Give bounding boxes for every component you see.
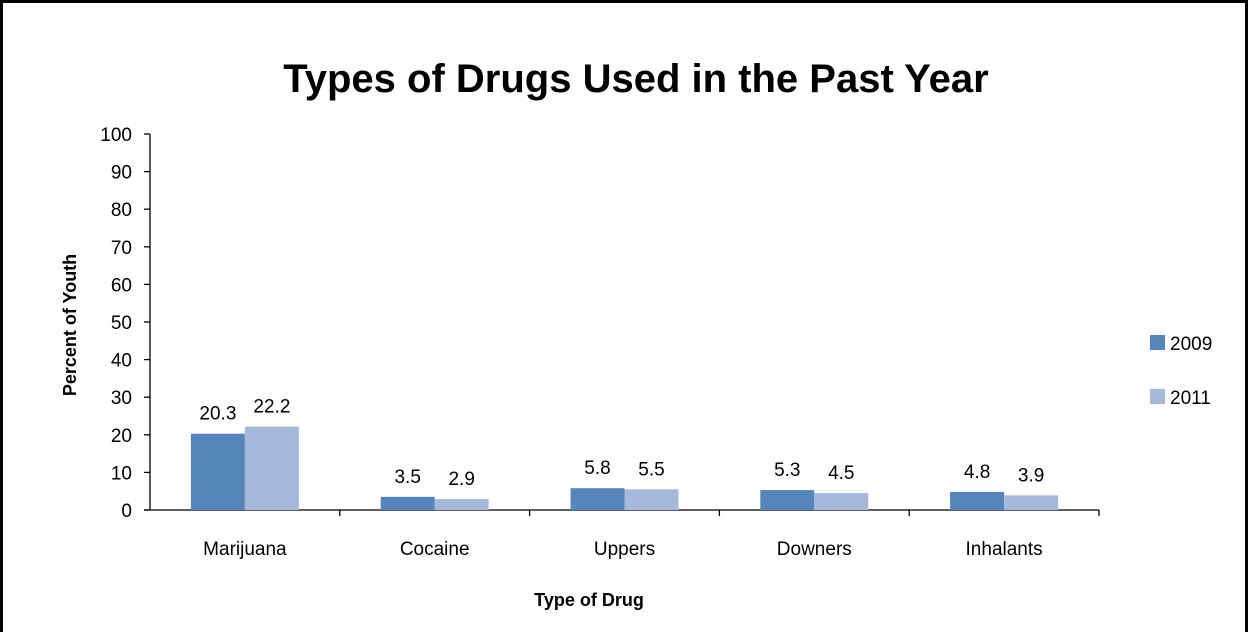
data-label-2011-inhalants: 3.9	[1018, 465, 1044, 486]
data-label-2011-downers: 4.5	[828, 463, 854, 484]
legend: 2009 2011	[1150, 334, 1212, 409]
data-label-2009-cocaine: 3.5	[394, 467, 420, 488]
legend-label-2011: 2011	[1170, 388, 1211, 409]
bar-2009-marijuana	[190, 433, 245, 510]
bar-2011-inhalants	[1004, 495, 1059, 510]
bar-2011-marijuana	[244, 426, 299, 510]
bar-2011-downers	[814, 493, 869, 510]
x-tick-label-downers: Downers	[777, 539, 852, 560]
data-label-2011-marijuana: 22.2	[253, 397, 290, 418]
x-tick-label-inhalants: Inhalants	[966, 539, 1043, 560]
y-tick-label: 30	[111, 388, 132, 409]
legend-label-2009: 2009	[1170, 334, 1212, 355]
legend-swatch-2009	[1150, 335, 1165, 350]
y-tick-label: 80	[111, 200, 132, 221]
y-tick-label: 100	[100, 125, 132, 146]
bar-2011-uppers	[624, 489, 679, 510]
bar-2009-uppers	[570, 488, 625, 510]
data-label-2009-inhalants: 4.8	[964, 462, 990, 483]
data-label-2009-downers: 5.3	[774, 460, 800, 481]
x-axis-title: Type of Drug	[534, 590, 644, 610]
y-tick-label: 60	[111, 275, 132, 296]
bar-2011-cocaine	[434, 499, 489, 510]
x-tick-label-uppers: Uppers	[594, 539, 655, 560]
y-tick-label: 0	[121, 501, 132, 522]
data-label-2011-cocaine: 2.9	[448, 469, 474, 490]
plot-area: 0 10 20 30 40 50 60 70 80 90 100 20.3 22.2 Marijuana 3…	[100, 125, 1100, 560]
y-tick-label: 20	[111, 426, 132, 447]
x-tick-label-cocaine: Cocaine	[400, 539, 470, 560]
y-tick-label: 40	[111, 351, 132, 372]
y-tick-label: 70	[111, 238, 132, 259]
bar-2009-downers	[760, 490, 815, 510]
data-label-2009-marijuana: 20.3	[199, 404, 236, 425]
data-label-2011-uppers: 5.5	[638, 459, 664, 480]
y-tick-label: 10	[111, 463, 132, 484]
x-tick-label-marijuana: Marijuana	[203, 539, 287, 560]
chart-frame-right-border	[1245, 0, 1248, 632]
chart-title: Types of Drugs Used in the Past Year	[283, 57, 988, 101]
y-axis-title: Percent of Youth	[60, 254, 80, 396]
bar-2009-cocaine	[380, 496, 435, 510]
y-tick-label: 90	[111, 163, 132, 184]
y-tick-label: 50	[111, 313, 132, 334]
data-label-2009-uppers: 5.8	[584, 458, 610, 479]
bar-2009-inhalants	[950, 491, 1005, 510]
legend-swatch-2011	[1150, 389, 1165, 404]
